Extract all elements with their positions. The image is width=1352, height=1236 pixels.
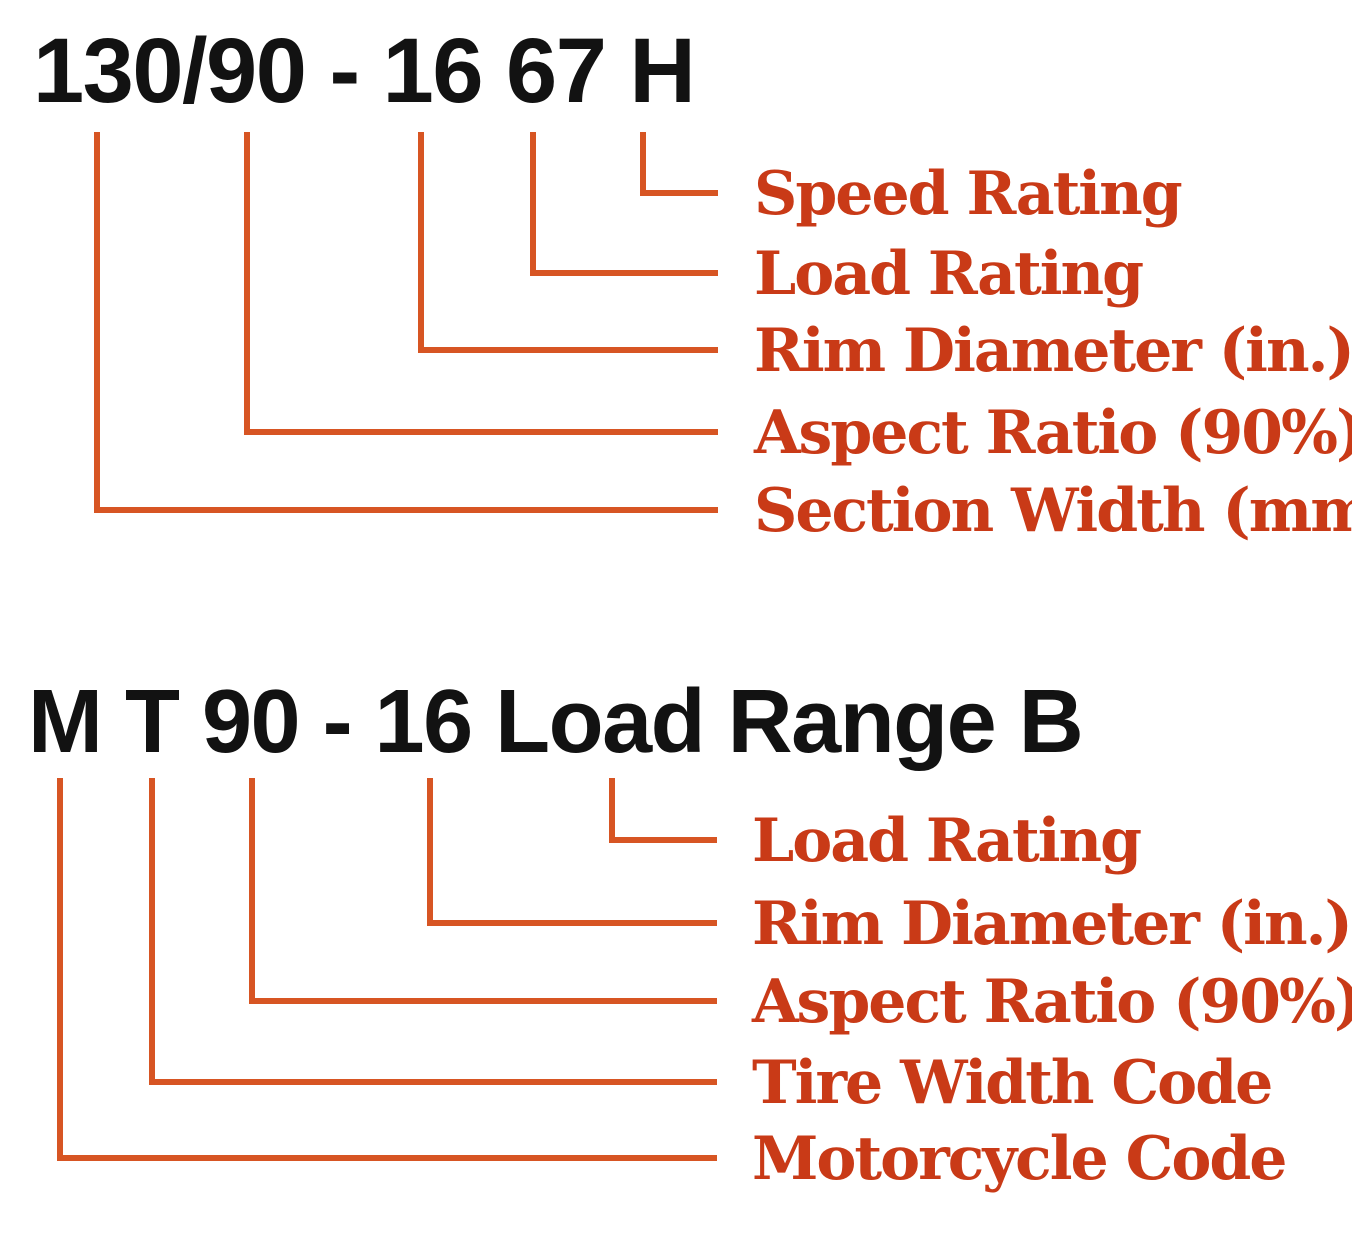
label-aspect-ratio: Aspect Ratio (90%) [754, 398, 1352, 468]
label-tire-width-code: Tire Width Code [752, 1048, 1273, 1118]
label-load-rating-2: Load Rating [752, 806, 1142, 876]
callout-line-aspect-ratio2-horizontal [249, 998, 717, 1004]
callout-line-load-rating-vertical [530, 132, 536, 276]
label-speed-rating: Speed Rating [754, 159, 1183, 229]
label-rim-diameter: Rim Diameter (in.) [754, 316, 1352, 386]
callout-line-speed-rating-horizontal [640, 190, 718, 196]
label-rim-diameter-2: Rim Diameter (in.) [752, 889, 1352, 959]
callout-line-load-rating2-horizontal [609, 837, 717, 843]
callout-line-tire-width-code-horizontal [149, 1079, 717, 1085]
callout-line-rim-diameter2-horizontal [427, 920, 717, 926]
callout-line-section-width-horizontal [94, 507, 718, 513]
callout-line-aspect-ratio-vertical [244, 132, 250, 435]
callout-line-aspect-ratio2-vertical [249, 778, 255, 1004]
callout-line-rim-diameter-vertical [418, 132, 424, 353]
metric-code-heading: 130/90 - 16 67 H [33, 20, 696, 122]
callout-line-speed-rating-vertical [640, 132, 646, 196]
alpha-code-heading: M T 90 - 16 Load Range B [28, 672, 1084, 772]
callout-line-tire-width-code-vertical [149, 778, 155, 1085]
callout-line-aspect-ratio-horizontal [244, 429, 718, 435]
callout-line-rim-diameter-horizontal [418, 347, 718, 353]
label-section-width: Section Width (mm) [754, 476, 1352, 546]
callout-line-section-width-vertical [94, 132, 100, 513]
label-aspect-ratio-2: Aspect Ratio (90%) [752, 967, 1352, 1037]
callout-line-rim-diameter2-vertical [427, 778, 433, 926]
callout-line-load-rating-horizontal [530, 270, 718, 276]
callout-line-load-rating2-vertical [609, 778, 615, 843]
callout-line-motorcycle-code-horizontal [57, 1155, 717, 1161]
callout-line-motorcycle-code-vertical [57, 778, 63, 1161]
label-motorcycle-code: Motorcycle Code [752, 1124, 1287, 1194]
label-load-rating: Load Rating [754, 239, 1144, 309]
